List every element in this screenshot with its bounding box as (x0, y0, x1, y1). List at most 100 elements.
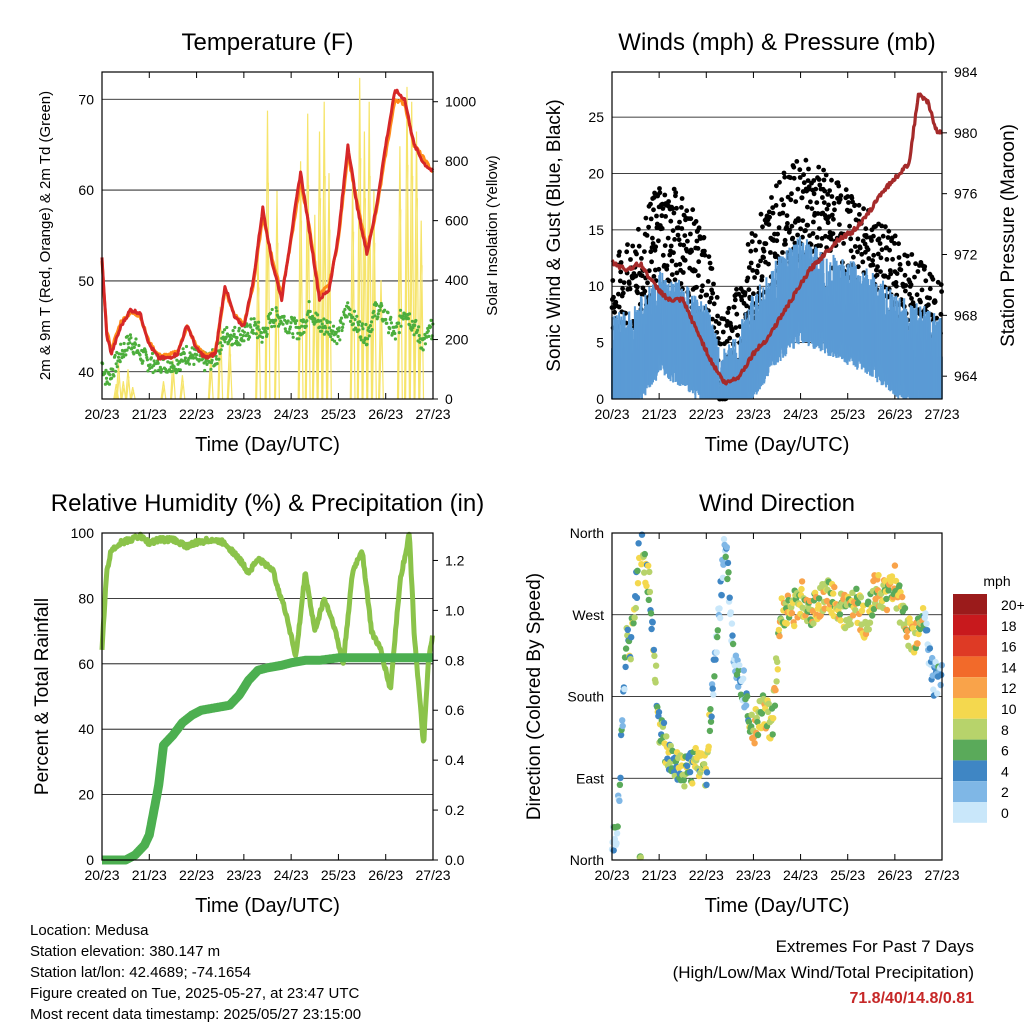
x-tick-label: 27/23 (415, 406, 450, 422)
gust-point (648, 249, 654, 255)
x-tick-label: 24/23 (274, 867, 309, 883)
legend-swatch (953, 698, 987, 719)
direction-point (689, 780, 696, 787)
dewpoint-point (410, 328, 414, 332)
dewpoint-point (283, 327, 287, 331)
direction-point (896, 582, 903, 589)
direction-point (613, 830, 621, 837)
dewpoint-point (215, 357, 219, 361)
y-tick-label: 40 (78, 364, 94, 380)
temp-2m-series (100, 88, 435, 361)
gust-point (795, 232, 800, 238)
x-tick-label: 20/23 (84, 867, 119, 883)
direction-point (758, 710, 766, 717)
dewpoint-point (427, 334, 431, 338)
dewpoint-point (221, 330, 225, 334)
y-tick-label: 20 (78, 787, 94, 803)
dewpoint-point (343, 307, 347, 312)
dewpoint-point (144, 353, 148, 357)
gust-point (903, 288, 908, 294)
dewpoint-point (183, 356, 187, 360)
extremes-title: Extremes For Past 7 Days (775, 937, 974, 956)
dewpoint-point (329, 335, 333, 339)
dewpoint-point (148, 363, 152, 367)
y-tick-label: 70 (78, 91, 94, 107)
dewpoint-point (410, 319, 414, 323)
x-tick-label: 22/23 (179, 867, 214, 883)
dewpoint-point (237, 329, 241, 333)
gust-point (696, 273, 701, 278)
gust-point (754, 270, 760, 276)
dewpoint-point (335, 342, 339, 346)
dewpoint-point (339, 316, 344, 320)
y2-tick-label: 964 (954, 368, 978, 384)
latlon-text: Station lat/lon: 42.4689; -74.1654 (30, 964, 252, 981)
gust-point (685, 238, 690, 244)
gust-point (650, 241, 656, 246)
direction-point (854, 599, 862, 607)
gust-point (665, 235, 671, 241)
direction-point (652, 679, 659, 686)
gust-point (656, 266, 662, 272)
gust-point (630, 243, 636, 249)
dewpoint-point (373, 314, 377, 318)
dewpoint-point (223, 340, 227, 344)
dewpoint-point (282, 314, 286, 318)
dewpoint-point (340, 328, 344, 333)
dewpoint-point (305, 319, 309, 323)
y2-axis-label: Solar Insolation (Yellow) (484, 155, 501, 315)
dewpoint-point (320, 322, 324, 326)
gust-point (811, 191, 817, 197)
gust-point (803, 157, 809, 163)
direction-point (650, 646, 658, 654)
gust-point (721, 316, 727, 322)
x-tick-label: 25/23 (830, 867, 865, 883)
dewpoint-point (345, 315, 349, 319)
dewpoint-point (361, 327, 365, 331)
chart-title: Temperature (F) (181, 29, 353, 56)
direction-point (637, 854, 645, 861)
dewpoint-point (134, 337, 138, 341)
dewpoint-point (386, 311, 390, 315)
gust-point (642, 288, 648, 294)
gust-point (775, 231, 780, 237)
dewpoint-point (429, 318, 433, 322)
direction-point (831, 583, 838, 591)
gust-point (797, 175, 803, 180)
legend-label: 18 (1001, 618, 1017, 634)
dewpoint-point (132, 345, 136, 349)
dewpoint-point (408, 323, 412, 327)
chart-title: Wind Direction (699, 490, 855, 517)
gust-point (749, 239, 755, 245)
gust-point (892, 233, 898, 239)
gust-point (787, 227, 792, 233)
gust-point (790, 235, 796, 241)
gust-point (711, 301, 717, 307)
gust-point (662, 243, 668, 249)
gust-point (654, 213, 659, 219)
dewpoint-point (245, 324, 249, 328)
dewpoint-point (233, 341, 237, 345)
dewpoint-point (399, 324, 403, 328)
gust-point (726, 305, 732, 311)
direction-point (865, 598, 872, 605)
dewpoint-point (338, 338, 342, 342)
dewpoint-point (415, 328, 420, 332)
direction-point (684, 762, 691, 769)
dewpoint-point (274, 306, 278, 310)
direction-point (645, 562, 652, 569)
gust-point (879, 247, 885, 253)
dewpoint-point (334, 330, 338, 334)
gust-point (725, 310, 731, 315)
gust-point (926, 302, 931, 308)
y-tick-label: North (570, 852, 604, 868)
dewpoint-point (330, 338, 334, 342)
direction-point (645, 596, 652, 604)
dewpoint-point (233, 325, 237, 329)
dewpoint-point (421, 348, 425, 352)
gust-point (682, 233, 688, 239)
gust-point (894, 271, 900, 276)
legend-swatch (953, 594, 987, 615)
gust-point (669, 272, 675, 277)
gust-point (822, 188, 828, 194)
